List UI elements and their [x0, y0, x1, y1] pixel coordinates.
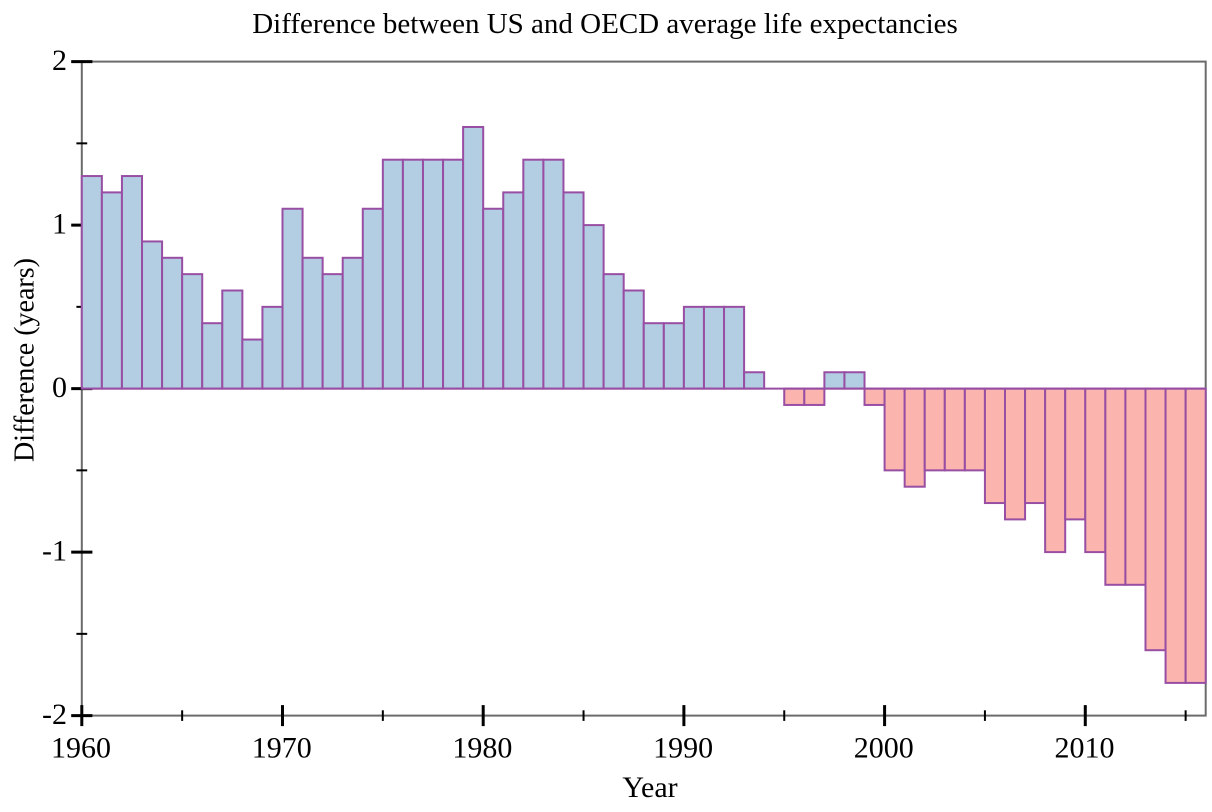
svg-text:1990: 1990: [653, 731, 713, 764]
svg-text:Difference between US and OECD: Difference between US and OECD average l…: [252, 8, 958, 40]
svg-text:1970: 1970: [252, 731, 312, 764]
svg-text:1: 1: [52, 208, 67, 241]
svg-text:Year: Year: [622, 771, 677, 804]
svg-text:2010: 2010: [1054, 731, 1114, 764]
svg-text:2000: 2000: [854, 731, 914, 764]
svg-text:2: 2: [52, 44, 67, 77]
svg-text:1960: 1960: [51, 731, 111, 764]
svg-text:1980: 1980: [452, 731, 512, 764]
svg-text:0: 0: [52, 371, 67, 404]
svg-text:Difference (years): Difference (years): [10, 258, 41, 462]
svg-text:-1: -1: [42, 535, 67, 568]
svg-text:-2: -2: [42, 698, 67, 731]
